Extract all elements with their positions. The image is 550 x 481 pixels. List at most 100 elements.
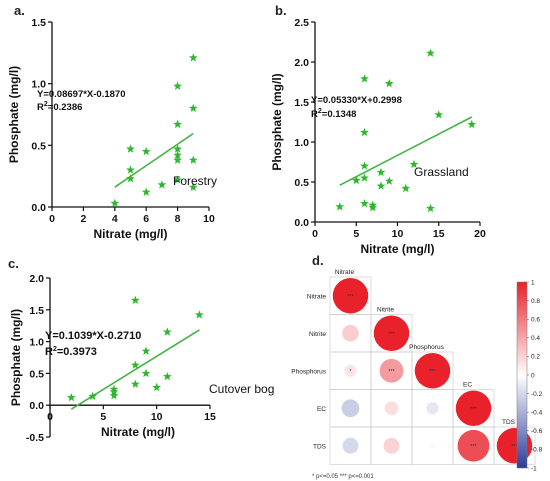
y-tick-label: 2.0	[29, 273, 44, 285]
column-label: Nitrate	[335, 269, 355, 276]
y-tick-label: 2.0	[294, 57, 309, 69]
r-squared: R2=0.1348	[311, 108, 356, 120]
data-point	[434, 110, 444, 119]
data-point	[157, 180, 167, 189]
significance-mark: ***	[470, 406, 477, 412]
data-point	[401, 183, 411, 193]
row-label: Phosphorus	[291, 368, 326, 375]
corr-circle	[426, 402, 439, 415]
x-tick-label: 6	[143, 213, 149, 225]
data-point	[66, 392, 76, 402]
data-point	[360, 74, 369, 83]
corr-circle	[429, 442, 436, 449]
corr-circle	[332, 278, 369, 314]
colorbar-tick-label: -0.8	[531, 447, 543, 454]
x-axis-title: Nitrate (mg/l)	[93, 227, 167, 241]
y-tick-label: 1.0	[31, 79, 46, 91]
row-label: Nitrate	[307, 293, 327, 300]
data-point	[130, 360, 140, 369]
data-point	[188, 53, 198, 62]
data-point	[110, 198, 120, 208]
data-point	[173, 119, 182, 129]
data-point	[376, 181, 386, 190]
data-point	[384, 79, 394, 88]
y-tick-label: 0.5	[294, 177, 309, 189]
y-axis-title: Phosphate (mg/l)	[270, 73, 284, 170]
r-squared: R2=0.2386	[37, 101, 82, 113]
data-point	[126, 174, 135, 183]
panel-label: c.	[8, 256, 19, 271]
data-point	[194, 310, 204, 319]
data-point	[130, 379, 140, 388]
significance-footnote: * p<=0.05 *** p<=0.001	[312, 474, 374, 480]
x-tick-label: 10	[392, 228, 404, 240]
colorbar-tick-label: -0.6	[531, 428, 543, 435]
colorbar-tick-label: -1	[531, 465, 537, 472]
data-point	[141, 368, 151, 378]
regression-line	[339, 116, 473, 186]
data-point	[467, 119, 477, 129]
y-tick-label: 0.5	[31, 140, 46, 152]
data-point	[360, 173, 369, 182]
data-point	[162, 371, 172, 381]
data-point	[351, 175, 361, 185]
corr-circle	[384, 401, 399, 416]
data-point	[426, 203, 435, 213]
data-point	[188, 182, 198, 191]
corr-circle	[383, 437, 400, 454]
data-point	[173, 175, 182, 184]
y-tick-label: 1.5	[31, 17, 46, 29]
x-tick-label: 10	[203, 213, 215, 225]
x-tick-label: 4	[112, 213, 118, 225]
x-tick-label: 5	[353, 228, 359, 240]
colorbar	[516, 281, 528, 469]
data-point	[126, 165, 135, 174]
panel-b: b. 0 5 10 15 20 0.0 0.5 1.0 1.5 2.0 2.5 Nitrate (mg/…	[270, 3, 486, 256]
corr-circle	[379, 358, 404, 383]
x-axis-title: Nitrate (mg/l)	[360, 242, 434, 256]
significance-mark: ***	[388, 369, 395, 375]
row-label: TDS	[313, 443, 327, 450]
data-point	[173, 155, 182, 164]
regression-equation: Y=0.05330*X+0.2998	[311, 95, 402, 106]
colorbar-tick-label: 0.8	[531, 298, 540, 305]
corr-circle	[414, 353, 451, 389]
y-tick-label: 2.5	[294, 17, 309, 29]
significance-mark: ***	[347, 294, 354, 300]
data-point	[173, 150, 182, 159]
corr-circle	[373, 315, 410, 351]
x-tick-label: 10	[151, 411, 163, 423]
y-axis-title: Phosphate (mg/l)	[7, 66, 21, 163]
data-point	[426, 48, 435, 57]
r-squared: R2=0.3973	[45, 346, 97, 358]
column-label: Nitrite	[377, 307, 394, 314]
data-point	[141, 187, 151, 196]
data-point	[376, 167, 386, 177]
data-point	[130, 295, 140, 304]
y-tick-label: 1.0	[294, 137, 309, 149]
data-point	[126, 144, 135, 153]
significance-mark: ***	[511, 444, 518, 450]
x-tick-label: 0	[49, 213, 55, 225]
corr-circle	[457, 429, 490, 462]
x-tick-label: 15	[204, 411, 216, 423]
x-tick-label: 15	[433, 228, 445, 240]
regression-equation: Y=0.1039*X-0.2710	[45, 330, 141, 342]
data-point	[162, 327, 172, 336]
y-tick-label: 1.5	[294, 97, 309, 109]
panel-a: a. 0 2 4 6 8 10 0.0 0.5 1.0 1.5 Nitrate (mg/l) Phosp…	[7, 3, 217, 241]
x-tick-label: 0	[312, 228, 318, 240]
colorbar-tick-label: 0.4	[531, 335, 540, 342]
y-tick-label: 0.5	[29, 368, 44, 380]
column-label: Phosphorus	[409, 344, 444, 351]
data-point	[173, 81, 182, 90]
landuse-annotation: Cutover bog	[209, 382, 274, 396]
panel-d: d. Nitrate Nitrate *** Nitrite Nitrite *** Phos…	[291, 253, 542, 480]
row-label: Nitrite	[309, 331, 326, 338]
column-label: EC	[463, 382, 472, 389]
corr-circle	[342, 437, 359, 454]
data-point	[409, 159, 419, 169]
corr-circle	[342, 324, 359, 342]
x-tick-label: 5	[100, 411, 106, 423]
